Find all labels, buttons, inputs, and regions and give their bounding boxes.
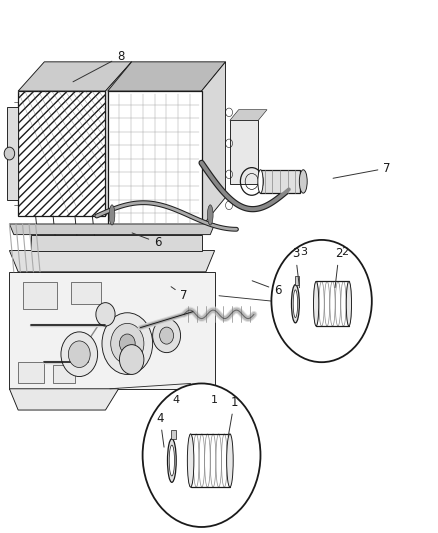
- Text: 1: 1: [211, 395, 218, 405]
- Polygon shape: [18, 62, 132, 91]
- Polygon shape: [106, 62, 132, 216]
- Ellipse shape: [299, 169, 307, 193]
- Text: 7: 7: [333, 161, 391, 178]
- Circle shape: [120, 334, 135, 353]
- Text: 2: 2: [341, 247, 348, 257]
- Ellipse shape: [167, 439, 176, 482]
- Polygon shape: [10, 224, 215, 235]
- Polygon shape: [108, 91, 201, 227]
- Text: 2: 2: [335, 247, 343, 288]
- Text: 7: 7: [171, 287, 188, 302]
- Circle shape: [120, 345, 144, 374]
- Ellipse shape: [346, 281, 352, 326]
- Circle shape: [96, 303, 115, 326]
- Text: 3: 3: [292, 247, 300, 288]
- Polygon shape: [10, 251, 215, 272]
- Polygon shape: [230, 110, 267, 120]
- Polygon shape: [71, 282, 101, 304]
- Polygon shape: [230, 120, 258, 184]
- Text: 6: 6: [132, 233, 162, 249]
- Polygon shape: [294, 276, 299, 285]
- Polygon shape: [53, 365, 75, 383]
- Circle shape: [159, 327, 173, 344]
- Text: 3: 3: [300, 247, 307, 257]
- Circle shape: [111, 324, 144, 364]
- Polygon shape: [31, 235, 201, 251]
- Polygon shape: [22, 282, 57, 309]
- Circle shape: [61, 332, 98, 376]
- Polygon shape: [18, 91, 106, 216]
- Ellipse shape: [291, 285, 299, 323]
- Circle shape: [4, 147, 14, 160]
- Polygon shape: [10, 272, 215, 389]
- Ellipse shape: [208, 205, 213, 225]
- Ellipse shape: [293, 290, 297, 318]
- Polygon shape: [261, 169, 300, 193]
- Polygon shape: [10, 389, 119, 410]
- Circle shape: [143, 383, 261, 527]
- Text: 6: 6: [252, 281, 282, 297]
- Circle shape: [68, 341, 90, 368]
- Text: 4: 4: [156, 411, 164, 447]
- Polygon shape: [171, 430, 176, 439]
- Circle shape: [272, 240, 372, 362]
- Ellipse shape: [169, 445, 174, 476]
- Ellipse shape: [314, 281, 319, 326]
- Ellipse shape: [258, 169, 263, 193]
- Polygon shape: [108, 62, 226, 91]
- Ellipse shape: [109, 205, 115, 225]
- Ellipse shape: [187, 434, 194, 487]
- Polygon shape: [7, 107, 18, 200]
- Circle shape: [102, 313, 152, 374]
- Text: 8: 8: [73, 50, 124, 82]
- Polygon shape: [201, 62, 226, 227]
- Circle shape: [152, 319, 180, 353]
- Text: 1: 1: [228, 395, 238, 437]
- Text: 4: 4: [173, 395, 180, 405]
- Ellipse shape: [226, 434, 233, 487]
- Polygon shape: [18, 362, 44, 383]
